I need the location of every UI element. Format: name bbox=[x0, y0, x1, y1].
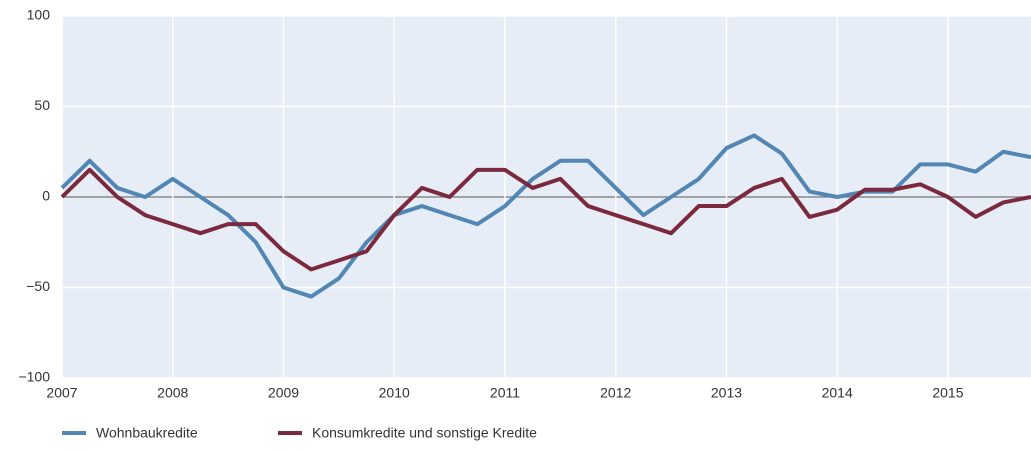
x-tick-label: 2011 bbox=[490, 385, 520, 401]
x-tick-label: 2013 bbox=[711, 385, 742, 401]
legend-label: Konsumkredite und sonstige Kredite bbox=[312, 425, 537, 441]
y-tick-label: 100 bbox=[27, 7, 51, 23]
x-tick-label: 2007 bbox=[46, 385, 77, 401]
x-tick-label: 2009 bbox=[268, 385, 299, 401]
legend-label: Wohnbaukredite bbox=[96, 425, 198, 441]
y-tick-label: −100 bbox=[18, 369, 50, 385]
x-tick-label: 2014 bbox=[822, 385, 853, 401]
y-tick-label: 50 bbox=[34, 97, 50, 113]
x-tick-label: 2010 bbox=[379, 385, 410, 401]
y-tick-label: 0 bbox=[42, 188, 50, 204]
x-tick-label: 2008 bbox=[157, 385, 188, 401]
series-line bbox=[60, 167, 1031, 272]
x-tick-label: 2015 bbox=[932, 385, 963, 401]
y-tick-label: −50 bbox=[26, 278, 50, 294]
x-tick-label: 2012 bbox=[600, 385, 631, 401]
